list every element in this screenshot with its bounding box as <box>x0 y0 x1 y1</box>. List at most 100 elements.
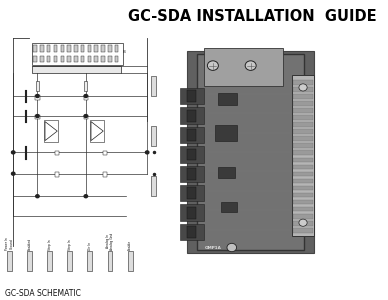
Bar <box>180 127 204 143</box>
Polygon shape <box>91 122 103 141</box>
Circle shape <box>84 94 88 98</box>
Bar <box>222 202 237 212</box>
Bar <box>40 45 44 52</box>
Bar <box>27 251 32 272</box>
Bar <box>115 45 118 52</box>
Bar <box>151 76 156 96</box>
Text: Enabled: Enabled <box>28 238 31 250</box>
Bar <box>293 200 313 204</box>
Bar <box>67 251 72 272</box>
Bar <box>187 168 196 180</box>
Bar <box>187 148 196 160</box>
Bar <box>293 172 313 176</box>
Bar <box>180 88 204 104</box>
Bar <box>180 146 204 163</box>
Bar <box>293 87 313 92</box>
Circle shape <box>146 151 149 154</box>
Bar <box>47 45 50 52</box>
Circle shape <box>245 61 256 70</box>
Bar <box>293 115 313 120</box>
Bar <box>81 56 85 62</box>
Bar <box>83 95 88 100</box>
Bar <box>88 45 91 52</box>
Text: OMP1A: OMP1A <box>204 246 221 250</box>
Bar <box>293 136 313 141</box>
Bar <box>293 179 313 183</box>
Bar <box>293 165 313 169</box>
Circle shape <box>227 243 237 252</box>
Bar <box>54 45 57 52</box>
Bar <box>81 45 85 52</box>
Circle shape <box>36 195 39 198</box>
Bar <box>33 56 37 62</box>
Bar <box>103 172 107 177</box>
Bar <box>187 226 196 238</box>
Bar <box>94 45 98 52</box>
Bar <box>32 66 121 74</box>
Bar <box>293 151 313 155</box>
Circle shape <box>299 219 307 226</box>
Bar <box>187 187 196 199</box>
Circle shape <box>208 61 218 70</box>
Bar <box>61 56 64 62</box>
Text: GC-SDA SCHEMATIC: GC-SDA SCHEMATIC <box>5 289 81 298</box>
Bar <box>7 251 12 272</box>
Circle shape <box>84 195 88 198</box>
Circle shape <box>36 115 39 118</box>
Text: Power In
Ground: Power In Ground <box>5 237 14 250</box>
Bar <box>88 56 91 62</box>
Bar <box>218 167 235 178</box>
Bar <box>187 207 196 219</box>
Bar <box>108 56 111 62</box>
Bar <box>83 115 88 119</box>
Bar <box>40 56 44 62</box>
Bar <box>293 129 313 134</box>
Circle shape <box>299 84 307 91</box>
Bar <box>293 122 313 127</box>
Circle shape <box>12 172 15 175</box>
Circle shape <box>84 115 88 118</box>
Bar <box>187 90 196 102</box>
Bar <box>180 224 204 240</box>
Bar <box>293 94 313 99</box>
Bar <box>107 251 113 272</box>
Bar <box>103 151 107 155</box>
Bar <box>67 56 71 62</box>
Bar <box>35 115 40 119</box>
Bar <box>55 172 59 177</box>
Bar <box>84 81 87 91</box>
Bar <box>33 45 37 52</box>
Bar <box>197 54 304 250</box>
Bar <box>293 207 313 211</box>
Bar <box>293 193 313 197</box>
Text: GC-SDA INSTALLATION  GUIDE: GC-SDA INSTALLATION GUIDE <box>128 9 377 24</box>
Bar <box>44 121 57 142</box>
Bar <box>187 129 196 141</box>
Bar <box>61 45 64 52</box>
Bar <box>187 51 314 254</box>
Bar <box>293 143 313 148</box>
Bar <box>151 176 156 196</box>
Bar <box>180 107 204 124</box>
Bar <box>180 185 204 201</box>
Bar <box>55 151 59 155</box>
Bar <box>36 81 39 91</box>
Bar <box>74 45 78 52</box>
Bar <box>204 48 283 86</box>
Text: Step In: Step In <box>48 239 52 250</box>
Bar <box>215 125 237 141</box>
Bar <box>115 56 118 62</box>
Text: B: B <box>123 50 126 54</box>
Bar <box>47 251 52 272</box>
Bar <box>108 45 111 52</box>
Bar <box>293 80 313 85</box>
Text: Dir In: Dir In <box>88 242 92 250</box>
Bar <box>293 158 313 162</box>
Text: Enable: Enable <box>128 240 132 250</box>
Bar <box>47 56 50 62</box>
Bar <box>187 110 196 122</box>
Circle shape <box>36 94 39 98</box>
Bar <box>32 44 123 65</box>
Text: Analog In
Analog Gnd: Analog In Analog Gnd <box>106 232 114 250</box>
Bar <box>87 251 92 272</box>
